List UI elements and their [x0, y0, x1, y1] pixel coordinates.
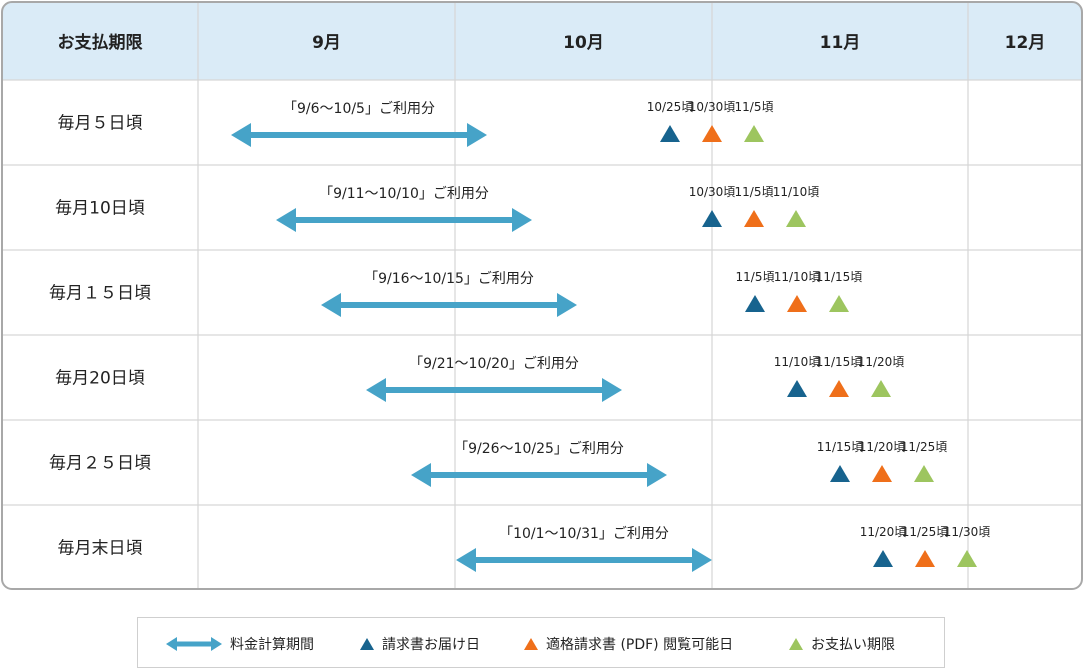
legend: 料金計算期間 請求書お届け日 適格請求書 (PDF) 閲覧可能日 お支払い期限: [137, 617, 945, 668]
arrow-head-right: [692, 548, 712, 572]
legend-invoice-delivery: 請求書お届け日: [360, 618, 480, 669]
pdf-triangle-marker: [702, 125, 722, 142]
green-triangle-icon: [789, 637, 803, 650]
arrow-head-right: [557, 293, 577, 317]
marker-date-label: 10/25頃: [647, 100, 694, 114]
marker-date-label: 11/15頃: [816, 355, 863, 369]
marker-date-label: 11/20頃: [860, 525, 907, 539]
arrow-head-left: [411, 463, 431, 487]
header-month-10: 10月: [563, 33, 604, 53]
payment-triangle-marker: [957, 550, 977, 567]
period-label: 「9/21～10/20」ご利用分: [409, 356, 579, 372]
invoice-triangle-marker: [873, 550, 893, 567]
invoice-triangle-marker: [660, 125, 680, 142]
legend-invoice-delivery-label: 請求書お届け日: [382, 636, 480, 653]
marker-date-label: 11/20頃: [858, 355, 905, 369]
row-label: 毎月20日頃: [55, 369, 145, 389]
marker-date-label: 11/10頃: [774, 270, 821, 284]
header-background: [2, 2, 1082, 80]
marker-date-label: 11/15頃: [816, 270, 863, 284]
period-label: 「9/16～10/15」ご利用分: [364, 271, 534, 287]
arrow-head-left: [276, 208, 296, 232]
header-month-12: 12月: [1005, 33, 1046, 53]
marker-date-label: 11/10頃: [774, 355, 821, 369]
double-arrow-icon: [166, 636, 222, 651]
period-label: 「9/6～10/5」ご利用分: [283, 101, 435, 117]
marker-date-label: 10/30頃: [689, 185, 736, 199]
invoice-triangle-marker: [702, 210, 722, 227]
marker-date-label: 11/5頃: [736, 270, 775, 284]
legend-billing-period: 料金計算期間: [166, 618, 314, 669]
arrow-head-left: [366, 378, 386, 402]
legend-billing-period-label: 料金計算期間: [230, 636, 314, 653]
orange-triangle-icon: [524, 637, 538, 650]
invoice-triangle-marker: [787, 380, 807, 397]
pdf-triangle-marker: [915, 550, 935, 567]
payment-triangle-marker: [914, 465, 934, 482]
header-month-9: 9月: [312, 33, 341, 53]
blue-triangle-icon: [360, 637, 374, 650]
marker-date-label: 10/30頃: [689, 100, 736, 114]
period-label: 「9/26～10/25」ご利用分: [454, 441, 624, 457]
legend-pdf-available-label: 適格請求書 (PDF) 閲覧可能日: [546, 636, 734, 653]
row-label: 毎月２５日頃: [49, 454, 151, 474]
legend-payment-due-label: お支払い期限: [811, 636, 895, 653]
marker-date-label: 11/20頃: [859, 440, 906, 454]
legend-payment-due: お支払い期限: [789, 618, 895, 669]
period-label: 「10/1～10/31」ご利用分: [499, 526, 669, 542]
row-label: 毎月１５日頃: [49, 284, 151, 304]
legend-pdf-available: 適格請求書 (PDF) 閲覧可能日: [524, 618, 733, 669]
marker-date-label: 11/25頃: [902, 525, 949, 539]
marker-date-label: 11/5頃: [735, 100, 774, 114]
period-label: 「9/11～10/10」ご利用分: [319, 186, 489, 202]
arrow-head-left: [321, 293, 341, 317]
marker-date-label: 11/15頃: [817, 440, 864, 454]
payment-triangle-marker: [829, 295, 849, 312]
table-body: [2, 2, 1082, 589]
arrow-head-right: [512, 208, 532, 232]
arrow-head-right: [647, 463, 667, 487]
row-label: 毎月末日頃: [58, 539, 143, 559]
marker-date-label: 11/10頃: [773, 185, 820, 199]
header-month-11: 11月: [820, 33, 861, 53]
arrow-head-left: [231, 123, 251, 147]
invoice-triangle-marker: [830, 465, 850, 482]
header-corner-label: お支払期限: [58, 32, 143, 53]
marker-date-label: 11/30頃: [944, 525, 991, 539]
table-frame: [1, 1, 1083, 590]
payment-triangle-marker: [786, 210, 806, 227]
row-label: 毎月10日頃: [55, 199, 145, 219]
payment-triangle-marker: [744, 125, 764, 142]
pdf-triangle-marker: [744, 210, 764, 227]
payment-triangle-marker: [871, 380, 891, 397]
marker-date-label: 11/5頃: [735, 185, 774, 199]
row-label: 毎月５日頃: [58, 114, 143, 134]
arrow-head-right: [602, 378, 622, 402]
arrow-head-left: [456, 548, 476, 572]
pdf-triangle-marker: [829, 380, 849, 397]
arrow-head-right: [467, 123, 487, 147]
pdf-triangle-marker: [872, 465, 892, 482]
marker-date-label: 11/25頃: [901, 440, 948, 454]
pdf-triangle-marker: [787, 295, 807, 312]
invoice-triangle-marker: [745, 295, 765, 312]
